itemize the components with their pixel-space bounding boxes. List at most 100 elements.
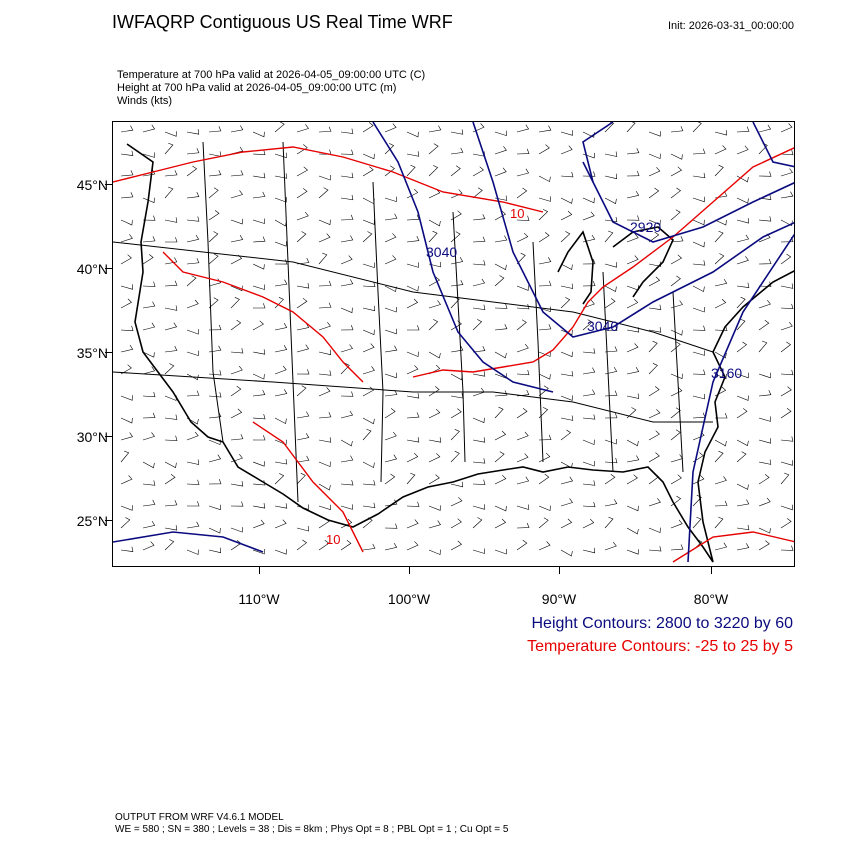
wind-barb — [670, 254, 683, 265]
wind-barb — [538, 280, 552, 287]
wind-barb — [604, 285, 617, 292]
wind-barb — [736, 524, 750, 531]
wind-barb — [340, 149, 354, 155]
wind-barb — [450, 231, 461, 243]
lat-label-45: 45°N — [76, 177, 108, 193]
wind-barb — [758, 124, 772, 133]
wind-barb — [450, 429, 460, 441]
wind-barb — [450, 497, 463, 507]
wind-barb — [208, 527, 221, 534]
wind-barb — [604, 438, 617, 445]
wind-barb — [780, 472, 790, 485]
wind-barb — [164, 363, 175, 375]
wind-barb — [648, 363, 658, 375]
wind-barb — [164, 280, 178, 287]
wind-barb — [428, 165, 439, 177]
wind-barb — [560, 231, 571, 243]
lat-tick — [105, 268, 112, 269]
wind-barb — [274, 345, 288, 353]
wind-barb — [494, 195, 508, 201]
wind-barb — [736, 395, 749, 401]
wind-barb — [406, 151, 420, 157]
wind-barb — [384, 123, 397, 133]
wind-barb — [472, 187, 483, 199]
wind-barb — [274, 241, 287, 247]
wind-barb — [692, 452, 704, 463]
wind-barb — [406, 365, 419, 375]
lat-tick — [105, 520, 112, 521]
wind-barb — [142, 152, 155, 158]
lat-label-40: 40°N — [76, 261, 108, 277]
wind-barb — [406, 412, 420, 419]
wind-barb — [692, 350, 705, 356]
wind-barb — [494, 235, 508, 243]
temperature-contours — [113, 146, 794, 563]
wind-barb — [318, 187, 329, 199]
wind-barb — [472, 278, 486, 287]
wind-barb — [560, 145, 573, 155]
wind-barb — [538, 144, 550, 155]
wind-barb — [670, 429, 681, 441]
wind-barb — [758, 474, 770, 485]
wind-barb — [494, 518, 507, 529]
wind-barb — [736, 126, 750, 133]
wind-barb — [208, 345, 222, 353]
wind-barb — [142, 461, 155, 469]
wind-barb — [780, 369, 794, 376]
wind-barb — [648, 386, 660, 397]
wind-barb — [362, 219, 375, 225]
wind-barb — [340, 362, 350, 375]
wind-barb — [296, 283, 310, 289]
wind-barb — [252, 461, 265, 467]
wind-barb — [648, 153, 661, 160]
wind-barb — [296, 188, 308, 199]
wind-barb — [780, 341, 792, 353]
wind-barb — [428, 219, 441, 227]
wind-barb — [692, 241, 705, 248]
wind-barb — [120, 505, 133, 511]
wind-barb — [714, 542, 728, 551]
wind-barb — [714, 145, 727, 155]
wind-barb — [230, 235, 244, 243]
wind-barb — [516, 148, 530, 155]
wind-barb — [648, 304, 662, 310]
wind-barb — [186, 459, 200, 465]
wind-barb — [406, 452, 419, 463]
wind-barb — [296, 231, 307, 243]
wind-barb — [516, 168, 530, 177]
wind-barb — [384, 165, 395, 177]
wind-barb — [604, 173, 618, 180]
height-contour-label: 3040 — [426, 244, 458, 260]
wind-barb — [142, 281, 156, 287]
wind-barb — [736, 408, 748, 419]
wind-barb — [538, 452, 551, 463]
wind-barb — [516, 232, 529, 243]
wind-barb — [494, 303, 508, 309]
wind-barb — [736, 483, 749, 490]
wind-barb — [428, 143, 439, 155]
wind-barb — [648, 546, 662, 552]
wind-barb — [340, 410, 354, 419]
lat-label-25: 25°N — [76, 513, 108, 529]
wind-barb — [318, 539, 330, 551]
wind-barb — [406, 262, 419, 268]
lon-tick — [259, 567, 260, 574]
wind-barb — [604, 325, 618, 331]
wind-barb — [362, 502, 376, 509]
wind-barb — [604, 457, 618, 464]
wind-barb — [428, 505, 441, 511]
wind-barb — [692, 369, 706, 375]
wind-barb — [472, 260, 486, 266]
wind-barb — [494, 324, 508, 331]
temperature-contour-label: 10 — [326, 532, 341, 547]
wind-barb — [208, 324, 222, 331]
wind-barb — [604, 151, 618, 157]
wind-barb — [670, 209, 681, 221]
lon-tick — [559, 567, 560, 574]
wind-barb — [538, 324, 552, 331]
wind-barb — [626, 455, 640, 463]
wind-barb — [670, 300, 683, 309]
wind-barb — [120, 170, 134, 177]
wind-barb — [538, 196, 551, 202]
wind-barb — [208, 187, 219, 199]
